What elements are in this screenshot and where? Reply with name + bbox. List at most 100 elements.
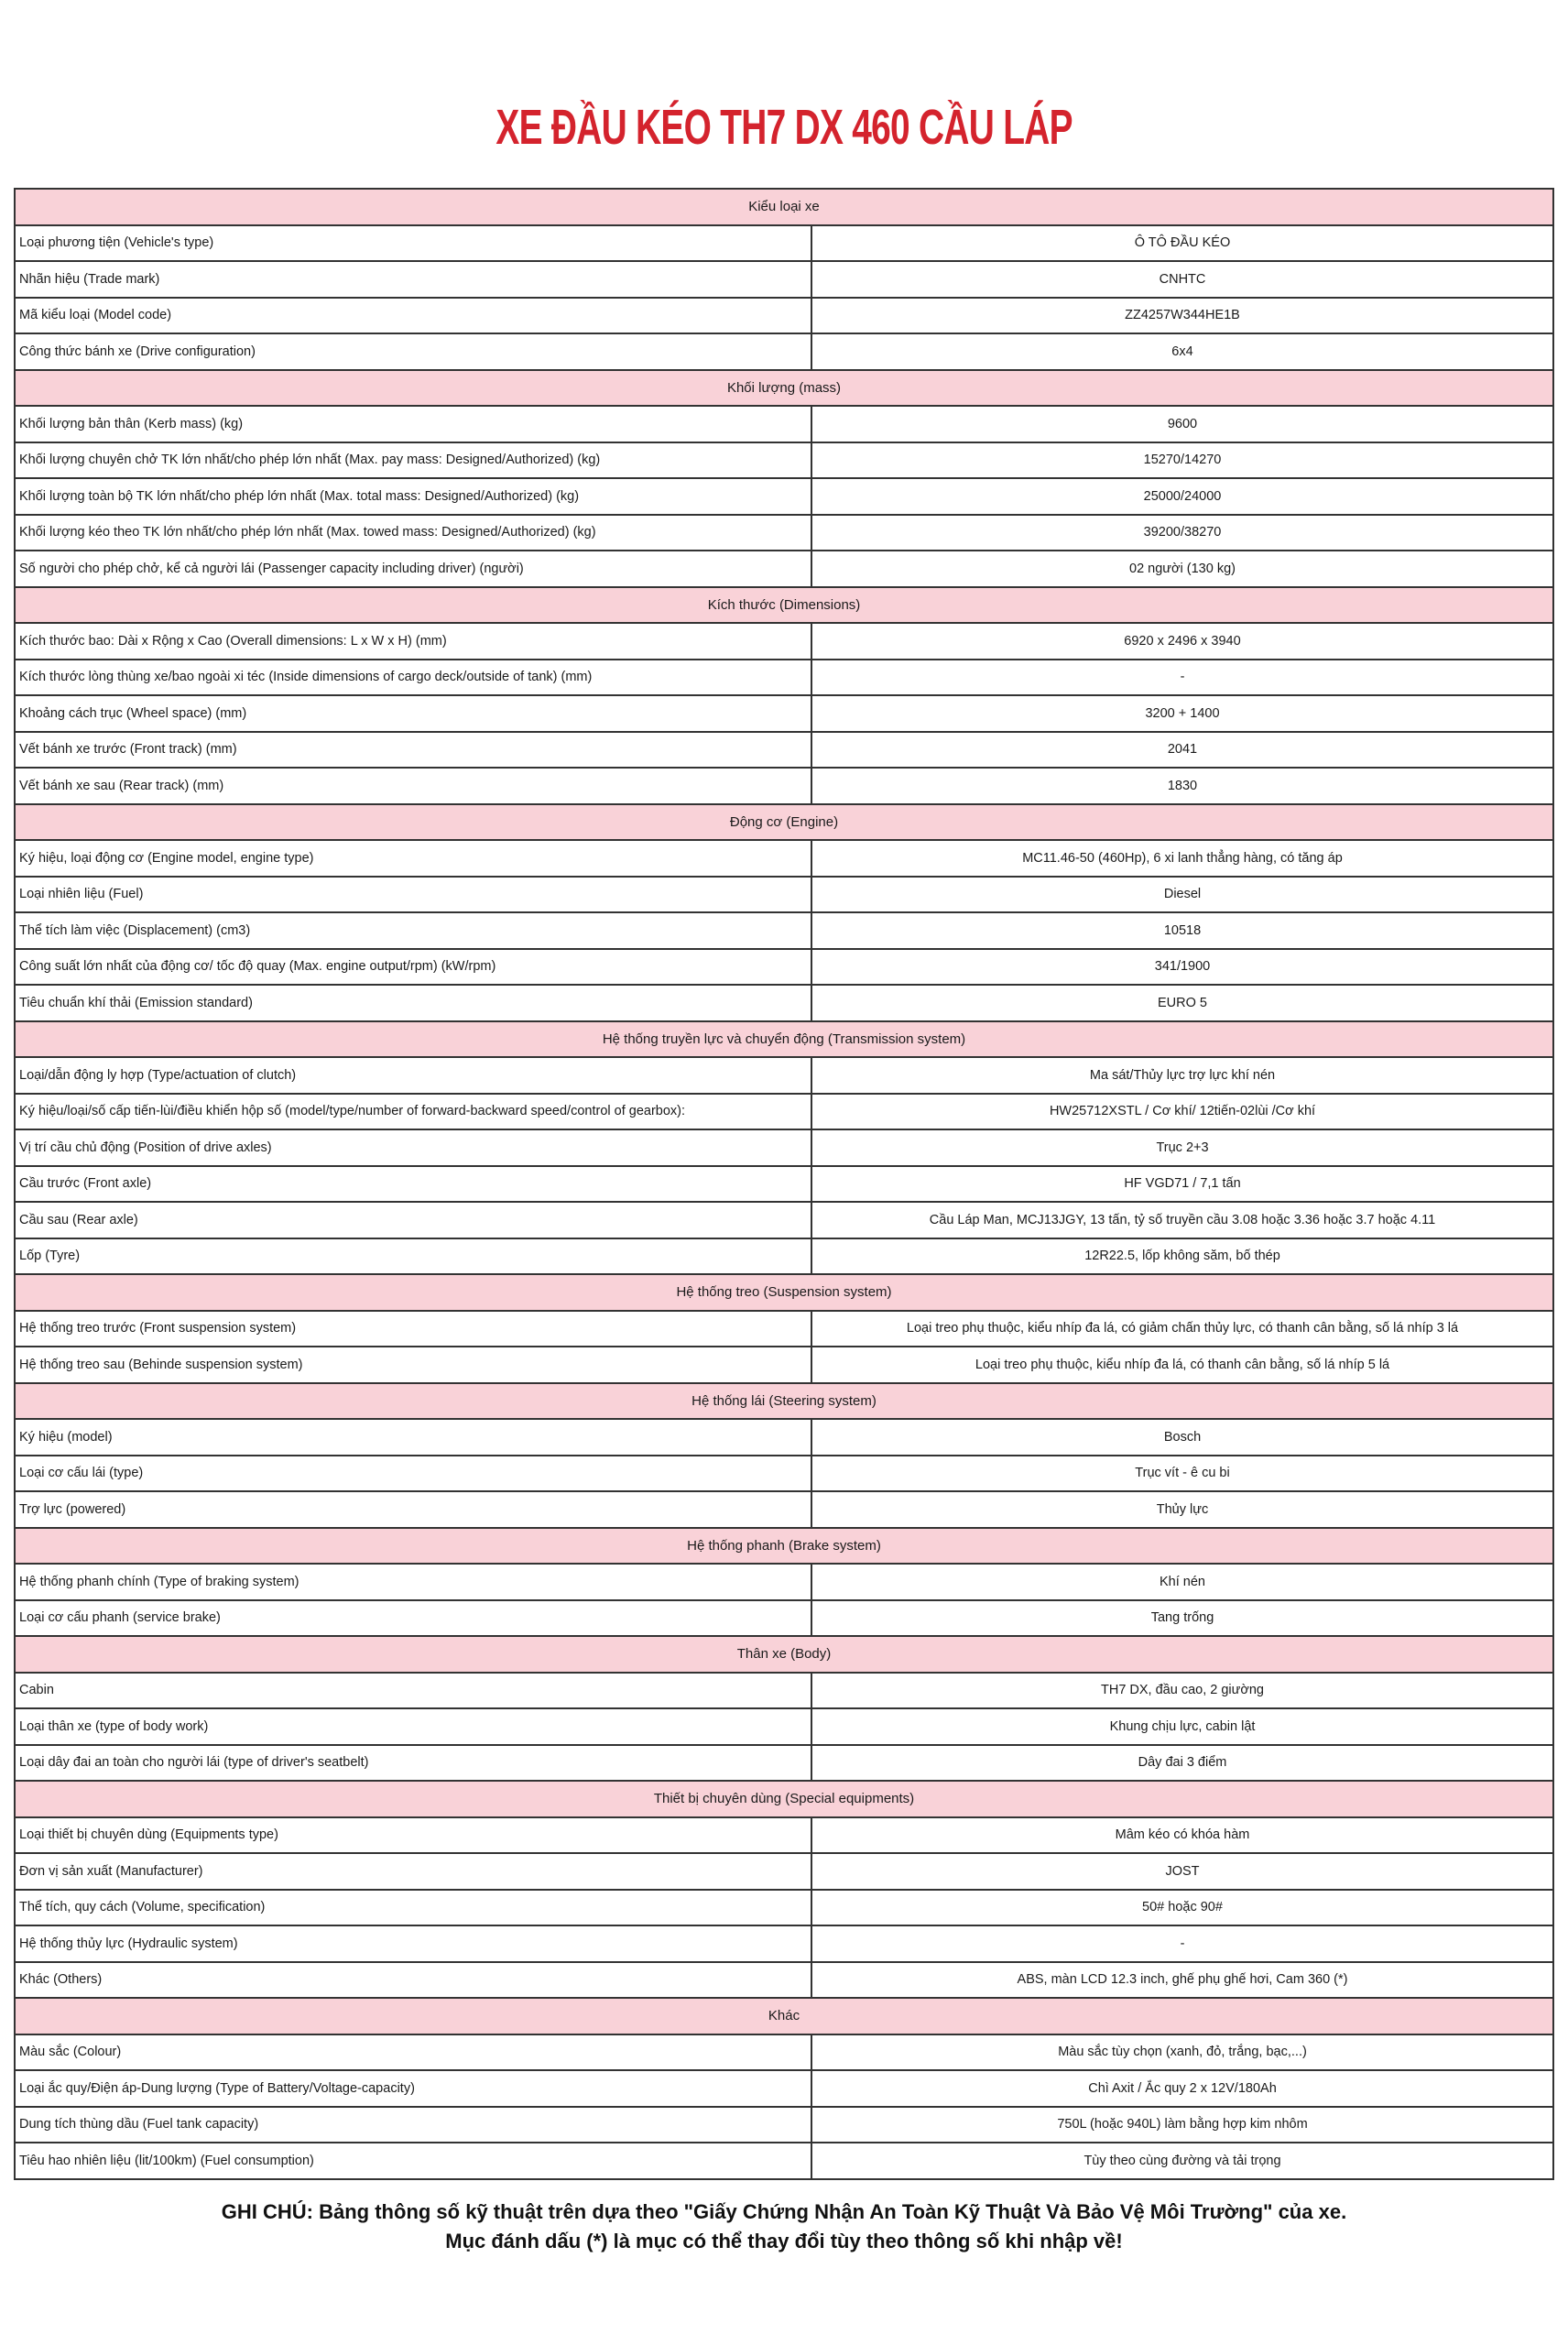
spec-value: 6920 x 2496 x 3940	[1124, 633, 1241, 649]
spec-label: Khối lượng bản thân (Kerb mass) (kg)	[16, 407, 812, 442]
spec-value: 25000/24000	[1143, 488, 1222, 504]
spec-label: Loại ắc quy/Điện áp-Dung lượng (Type of …	[16, 2071, 812, 2106]
spec-label: Ký hiệu/loại/số cấp tiến-lùi/điều khiển …	[16, 1094, 812, 1129]
spec-value: Ô TÔ ĐẦU KÉO	[1134, 235, 1231, 251]
spec-value: Cầu Láp Man, MCJ13JGY, 13 tấn, tỷ số tru…	[929, 1212, 1436, 1227]
table-row: Loại cơ cấu lái (type) Trục vít - ê cu bi	[16, 1456, 1552, 1492]
spec-label: Cầu trước (Front axle)	[16, 1166, 812, 1201]
spec-value: Trục 2+3	[1156, 1140, 1209, 1155]
spec-label: Vết bánh xe trước (Front track) (mm)	[16, 732, 812, 767]
table-row: Công thức bánh xe (Drive configuration) 6…	[16, 334, 1552, 371]
spec-label: Ký hiệu, loại động cơ (Engine model, eng…	[16, 841, 812, 876]
spec-value: Bosch	[1163, 1429, 1202, 1445]
section-header: Động cơ (Engine)	[16, 804, 1552, 841]
spec-label: Thể tích, quy cách (Volume, specificatio…	[16, 1890, 812, 1925]
spec-label: Nhãn hiệu (Trade mark)	[16, 262, 812, 297]
table-row: Cầu trước (Front axle) HF VGD71 / 7,1 tấn	[16, 1166, 1552, 1203]
spec-label: Lốp (Tyre)	[16, 1238, 812, 1273]
spec-value: Khí nén	[1160, 1574, 1205, 1589]
spec-label: Loại thân xe (type of body work)	[16, 1709, 812, 1744]
spec-label: Công thức bánh xe (Drive configuration)	[16, 334, 812, 369]
page-title-text: XE ĐẦU KÉO TH7 DX 460 CẦU LÁP	[495, 100, 1073, 155]
section-header: Thân xe (Body)	[16, 1637, 1552, 1674]
spec-value: Khung chịu lực, cabin lật	[1109, 1718, 1256, 1734]
spec-value: HW25712XSTL / Cơ khí/ 12tiến-02lùi /Cơ k…	[1049, 1104, 1316, 1119]
table-row: Vết bánh xe trước (Front track) (mm) 2041	[16, 732, 1552, 769]
section-header: Khác	[16, 1999, 1552, 2035]
spec-value: Trục vít - ê cu bi	[1135, 1466, 1230, 1481]
spec-value: 10518	[1163, 922, 1202, 938]
spec-label: Kích thước bao: Dài x Rộng x Cao (Overal…	[16, 624, 812, 659]
table-row: Trợ lực (powered) Thủy lực	[16, 1492, 1552, 1529]
spec-label: Đơn vị sản xuất (Manufacturer)	[16, 1854, 812, 1889]
table-row: Dung tích thùng dầu (Fuel tank capacity)…	[16, 2107, 1552, 2143]
spec-value: Mâm kéo có khóa hàm	[1115, 1827, 1250, 1843]
table-row: Khối lượng chuyên chở TK lớn nhất/cho ph…	[16, 442, 1552, 479]
table-row: Hệ thống treo trước (Front suspension sy…	[16, 1311, 1552, 1347]
table-row: Khối lượng bản thân (Kerb mass) (kg) 9600	[16, 407, 1552, 443]
note-line-1: GHI CHÚ: Bảng thông số kỹ thuật trên dựa…	[221, 2200, 1347, 2223]
spec-value: 15270/14270	[1143, 453, 1222, 468]
spec-label: Khối lượng chuyên chở TK lớn nhất/cho ph…	[16, 442, 812, 477]
spec-value: 50# hoặc 90#	[1142, 1900, 1223, 1915]
spec-label: Hệ thống treo trước (Front suspension sy…	[16, 1311, 812, 1346]
spec-label: Hệ thống phanh chính (Type of braking sy…	[16, 1565, 812, 1599]
section-header: Kiểu loại xe	[16, 190, 1552, 226]
table-row: Vị trí cầu chủ động (Position of drive a…	[16, 1130, 1552, 1167]
spec-label: Hệ thống thủy lực (Hydraulic system)	[16, 1926, 812, 1961]
spec-value: Tùy theo cùng đường và tải trọng	[1083, 2153, 1281, 2168]
spec-value: Thủy lực	[1156, 1501, 1209, 1517]
spec-label: Cabin	[16, 1673, 812, 1707]
spec-value: 12R22.5, lốp không săm, bố thép	[1084, 1249, 1280, 1264]
table-row: Nhãn hiệu (Trade mark) CNHTC	[16, 262, 1552, 299]
spec-value: 39200/38270	[1143, 525, 1222, 540]
spec-label: Cầu sau (Rear axle)	[16, 1203, 812, 1238]
note-line-2: Mục đánh dấu (*) là mục có thể thay đổi …	[445, 2230, 1123, 2252]
table-row: Khoảng cách trục (Wheel space) (mm) 3200 …	[16, 696, 1552, 733]
table-row: Cabin TH7 DX, đầu cao, 2 giường	[16, 1673, 1552, 1709]
section-header: Hệ thống lái (Steering system)	[16, 1383, 1552, 1420]
spec-value: EURO 5	[1158, 995, 1207, 1010]
spec-label: Loại dây đai an toàn cho người lái (type…	[16, 1745, 812, 1780]
table-row: Cầu sau (Rear axle) Cầu Láp Man, MCJ13JGY…	[16, 1203, 1552, 1239]
spec-label: Khác (Others)	[16, 1962, 812, 1997]
table-row: Loại ắc quy/Điện áp-Dung lượng (Type of …	[16, 2071, 1552, 2108]
table-row: Loại phương tiện (Vehicle's type) Ô TÔ ĐẦ…	[16, 225, 1552, 262]
spec-label: Khoảng cách trục (Wheel space) (mm)	[16, 696, 812, 731]
spec-label: Loại cơ cấu phanh (service brake)	[16, 1600, 812, 1635]
spec-value: 750L (hoặc 940L) làm bằng hợp kim nhôm	[1057, 2117, 1308, 2132]
spec-value: CNHTC	[1159, 271, 1206, 287]
spec-label: Công suất lớn nhất của động cơ/ tốc độ q…	[16, 949, 812, 984]
spec-label: Thể tích làm việc (Displacement) (cm3)	[16, 913, 812, 948]
spec-label: Trợ lực (powered)	[16, 1492, 812, 1527]
spec-value: TH7 DX, đầu cao, 2 giường	[1100, 1683, 1264, 1698]
spec-label: Tiêu chuẩn khí thải (Emission standard)	[16, 986, 812, 1020]
table-row: Kích thước lòng thùng xe/bao ngoài xi té…	[16, 660, 1552, 696]
table-row: Màu sắc (Colour) Màu sắc tùy chọn (xanh, …	[16, 2034, 1552, 2071]
spec-table: Kiểu loại xe Loại phương tiện (Vehicle's …	[14, 188, 1554, 2180]
spec-label: Loại phương tiện (Vehicle's type)	[16, 225, 812, 260]
table-row: Loại nhiên liệu (Fuel) Diesel	[16, 877, 1552, 913]
table-row: Hệ thống phanh chính (Type of braking sy…	[16, 1565, 1552, 1601]
spec-label: Tiêu hao nhiên liệu (lit/100km) (Fuel co…	[16, 2143, 812, 2178]
spec-value: -	[1180, 670, 1185, 685]
spec-label: Loại nhiên liệu (Fuel)	[16, 877, 812, 911]
spec-label: Dung tích thùng dầu (Fuel tank capacity)	[16, 2107, 812, 2142]
table-row: Ký hiệu (model) Bosch	[16, 1420, 1552, 1456]
spec-value: -	[1180, 1936, 1185, 1951]
table-row: Công suất lớn nhất của động cơ/ tốc độ q…	[16, 949, 1552, 986]
spec-label: Hệ thống treo sau (Behinde suspension sy…	[16, 1347, 812, 1382]
spec-value: Loại treo phụ thuộc, kiểu nhíp đa lá, có…	[906, 1321, 1459, 1336]
table-row: Hệ thống thủy lực (Hydraulic system) -	[16, 1926, 1552, 1963]
spec-value: 341/1900	[1154, 959, 1211, 975]
spec-label: Khối lượng kéo theo TK lớn nhất/cho phép…	[16, 515, 812, 550]
table-row: Loại thiết bị chuyên dùng (Equipments ty…	[16, 1817, 1552, 1854]
table-row: Tiêu chuẩn khí thải (Emission standard) E…	[16, 986, 1552, 1022]
table-row: Kích thước bao: Dài x Rộng x Cao (Overal…	[16, 624, 1552, 660]
spec-label: Màu sắc (Colour)	[16, 2034, 812, 2069]
table-row: Ký hiệu/loại/số cấp tiến-lùi/điều khiển …	[16, 1094, 1552, 1130]
table-row: Ký hiệu, loại động cơ (Engine model, eng…	[16, 841, 1552, 878]
spec-label: Mã kiểu loại (Model code)	[16, 298, 812, 333]
table-row: Thể tích, quy cách (Volume, specificatio…	[16, 1890, 1552, 1926]
table-row: Tiêu hao nhiên liệu (lit/100km) (Fuel co…	[16, 2143, 1552, 2180]
